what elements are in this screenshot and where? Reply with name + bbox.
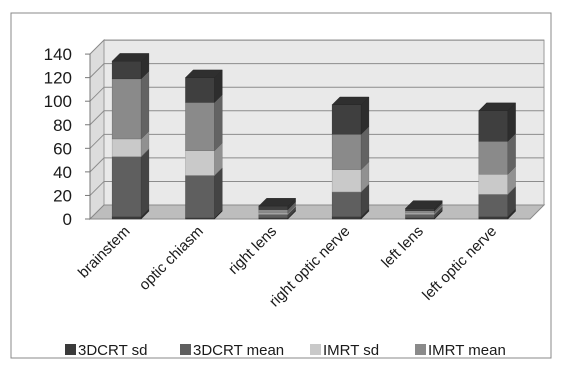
category-label: brainstem — [75, 223, 134, 282]
y-tick-label: 20 — [53, 186, 72, 205]
side-wall — [89, 38, 105, 221]
y-tick-label: 40 — [53, 163, 72, 182]
category-label: right optic nerve — [266, 223, 353, 310]
legend-item: 3DCRT sd — [65, 342, 147, 359]
bar-segment — [331, 183, 370, 218]
bar-top — [184, 69, 223, 78]
chart-frame — [10, 12, 552, 359]
category-label: optic chiasm — [136, 223, 207, 294]
legend-label: 3DCRT sd — [78, 342, 147, 359]
bar-segment — [331, 125, 370, 171]
legend-swatch — [65, 344, 76, 355]
bar-segment — [185, 94, 223, 152]
legend-item: IMRT mean — [415, 342, 506, 359]
category-label: left lens — [378, 223, 427, 272]
category-label: right lens — [225, 223, 280, 278]
gridline — [89, 133, 544, 149]
legend-label: IMRT mean — [428, 342, 506, 359]
y-tick-label: 100 — [44, 92, 72, 111]
legend-label: 3DCRT mean — [193, 342, 284, 359]
bar-segment — [185, 142, 223, 177]
bar-segment — [331, 161, 370, 193]
gridline — [89, 180, 544, 196]
bar-top — [331, 96, 370, 105]
bar-segment — [111, 148, 150, 218]
bar-segment — [478, 132, 516, 175]
y-tick-label: 80 — [53, 116, 72, 135]
bar-top — [478, 102, 517, 111]
legend-item: IMRT sd — [310, 342, 379, 359]
bar-top — [258, 198, 297, 207]
bar-segment — [111, 130, 150, 158]
bar-segment — [478, 102, 516, 142]
legend-swatch — [180, 344, 191, 355]
gridline — [89, 39, 544, 55]
floor — [88, 204, 546, 220]
bar-segment — [111, 70, 150, 140]
bar-segment — [478, 165, 516, 195]
gridline — [89, 110, 544, 126]
legend-label: IMRT sd — [323, 342, 379, 359]
bar-segment — [331, 96, 370, 135]
bar-segment — [185, 69, 223, 103]
gridline — [89, 63, 544, 78]
bar-segment — [331, 208, 370, 220]
y-tick-label: 60 — [53, 139, 72, 158]
y-tick-label: 140 — [44, 45, 72, 64]
bar-segment — [111, 52, 150, 80]
y-tick-label: 0 — [63, 210, 72, 229]
legend-swatch — [310, 344, 321, 355]
gridline — [89, 157, 544, 173]
y-tick-label: 120 — [44, 69, 72, 88]
gridline — [89, 86, 544, 102]
legend-swatch — [415, 344, 426, 355]
legend: 3DCRT sd 3DCRT mean IMRT sd IMRT mean — [65, 342, 506, 359]
category-label: left optic nerve — [419, 223, 500, 304]
back-wall — [103, 39, 545, 206]
legend-item: 3DCRT mean — [180, 342, 284, 359]
bar-top — [404, 200, 443, 209]
bar-top — [111, 53, 150, 62]
